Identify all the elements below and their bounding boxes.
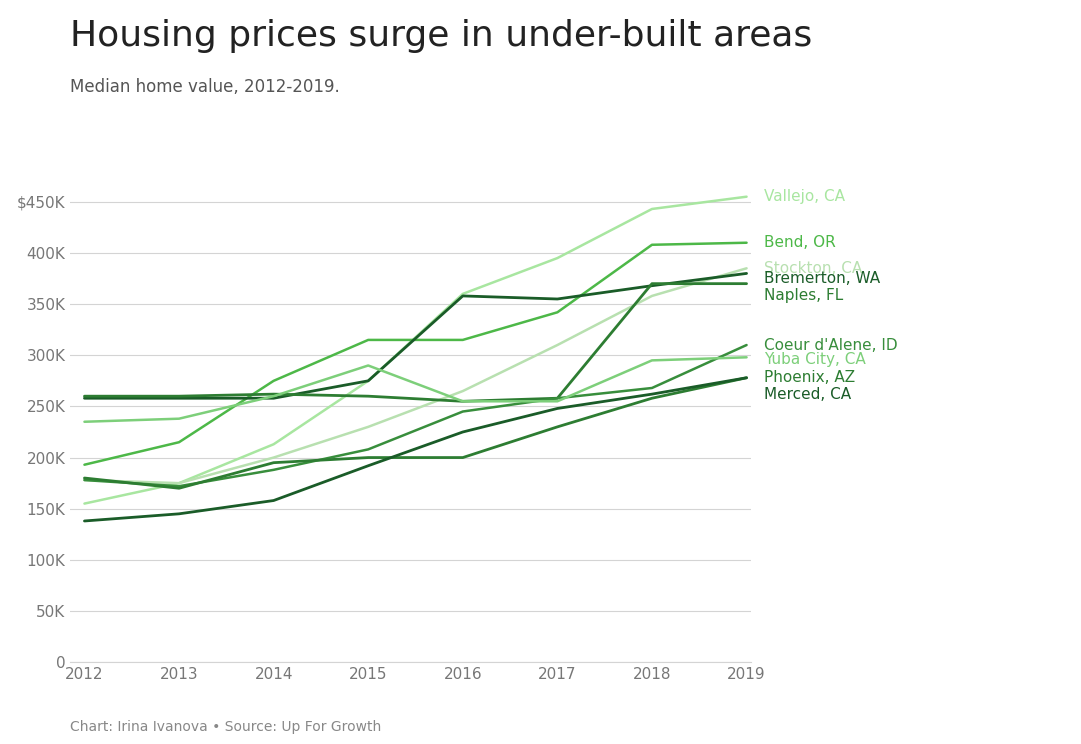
Text: Vallejo, CA: Vallejo, CA: [764, 189, 845, 204]
Text: Phoenix, AZ: Phoenix, AZ: [764, 371, 855, 385]
Text: Stockton, CA: Stockton, CA: [764, 261, 863, 276]
Text: Median home value, 2012-2019.: Median home value, 2012-2019.: [70, 78, 341, 96]
Text: Chart: Irina Ivanova • Source: Up For Growth: Chart: Irina Ivanova • Source: Up For Gr…: [70, 720, 382, 734]
Text: Merced, CA: Merced, CA: [764, 387, 852, 402]
Text: Bremerton, WA: Bremerton, WA: [764, 271, 880, 286]
Text: Yuba City, CA: Yuba City, CA: [764, 352, 866, 367]
Text: Coeur d'Alene, ID: Coeur d'Alene, ID: [764, 338, 898, 353]
Text: Bend, OR: Bend, OR: [764, 235, 836, 250]
Text: Naples, FL: Naples, FL: [764, 289, 843, 304]
Text: Housing prices surge in under-built areas: Housing prices surge in under-built area…: [70, 19, 813, 53]
